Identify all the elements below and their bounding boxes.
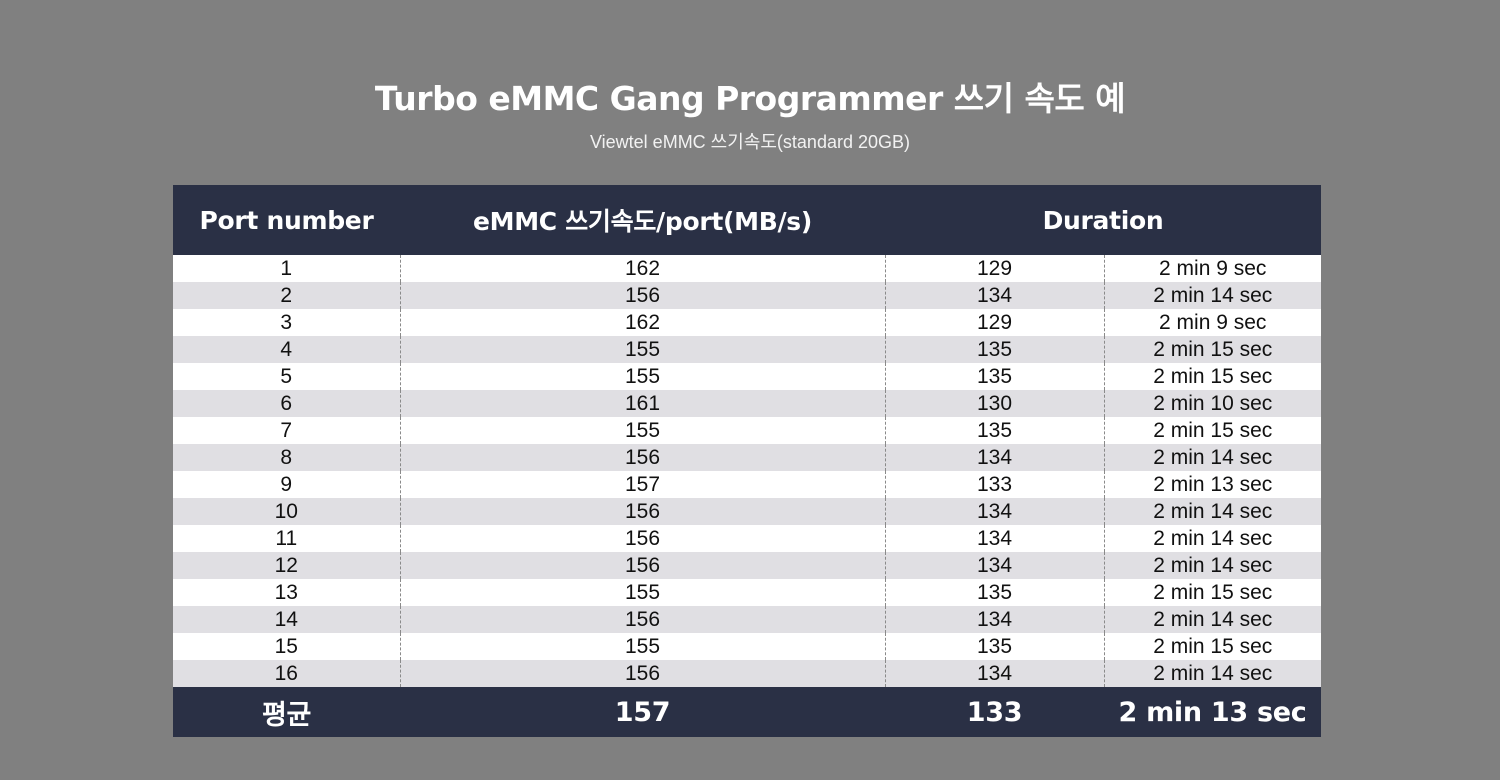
speed-cell: 155	[400, 579, 886, 606]
time-cell: 2 min 10 sec	[1104, 390, 1321, 417]
seconds-cell: 135	[885, 363, 1105, 390]
port-cell: 3	[173, 309, 401, 336]
average-row: 평균 157 133 2 min 13 sec	[173, 687, 1321, 737]
port-cell: 4	[173, 336, 401, 363]
seconds-cell: 129	[885, 255, 1105, 282]
port-cell: 16	[173, 660, 401, 687]
table-row: 13 155 135 2 min 15 sec	[173, 579, 1321, 606]
time-cell: 2 min 14 sec	[1104, 444, 1321, 471]
time-cell: 2 min 14 sec	[1104, 498, 1321, 525]
time-cell: 2 min 15 sec	[1104, 363, 1321, 390]
average-label: 평균	[173, 687, 400, 737]
port-cell: 15	[173, 633, 401, 660]
port-cell: 12	[173, 552, 401, 579]
page-subtitle: Viewtel eMMC 쓰기속도(standard 20GB)	[589, 132, 910, 152]
port-cell: 5	[173, 363, 401, 390]
speed-cell: 156	[400, 606, 886, 633]
table-row: 9 157 133 2 min 13 sec	[173, 471, 1321, 498]
average-seconds: 133	[885, 687, 1104, 737]
table-row: 15 155 135 2 min 15 sec	[173, 633, 1321, 660]
speed-cell: 156	[400, 525, 886, 552]
table-row: 5 155 135 2 min 15 sec	[173, 363, 1321, 390]
port-cell: 9	[173, 471, 401, 498]
port-cell: 13	[173, 579, 401, 606]
time-cell: 2 min 9 sec	[1104, 309, 1321, 336]
port-cell: 8	[173, 444, 401, 471]
table-row: 11 156 134 2 min 14 sec	[173, 525, 1321, 552]
table-header: Port number eMMC 쓰기속도/port(MB/s) Duratio…	[173, 185, 1321, 255]
speed-cell: 156	[400, 660, 886, 687]
seconds-cell: 134	[885, 552, 1105, 579]
port-cell: 14	[173, 606, 401, 633]
table-row: 8 156 134 2 min 14 sec	[173, 444, 1321, 471]
seconds-cell: 135	[885, 417, 1105, 444]
port-cell: 2	[173, 282, 401, 309]
speed-cell: 162	[400, 255, 886, 282]
speed-cell: 155	[400, 633, 886, 660]
speed-table-container: Port number eMMC 쓰기속도/port(MB/s) Duratio…	[173, 185, 1321, 737]
port-cell: 7	[173, 417, 401, 444]
speed-cell: 157	[400, 471, 886, 498]
time-cell: 2 min 15 sec	[1104, 633, 1321, 660]
seconds-cell: 135	[885, 579, 1105, 606]
header-duration: Duration	[885, 185, 1321, 255]
seconds-cell: 135	[885, 336, 1105, 363]
table-row: 14 156 134 2 min 14 sec	[173, 606, 1321, 633]
table-body: 1 162 129 2 min 9 sec 2 156 134 2 min 14 sec 3 16…	[173, 255, 1321, 687]
time-cell: 2 min 15 sec	[1104, 417, 1321, 444]
table-row: 6 161 130 2 min 10 sec	[173, 390, 1321, 417]
seconds-cell: 134	[885, 660, 1105, 687]
average-speed: 157	[400, 687, 885, 737]
speed-cell: 162	[400, 309, 886, 336]
seconds-cell: 130	[885, 390, 1105, 417]
port-cell: 1	[173, 255, 401, 282]
seconds-cell: 134	[885, 498, 1105, 525]
port-cell: 6	[173, 390, 401, 417]
table-row: 3 162 129 2 min 9 sec	[173, 309, 1321, 336]
time-cell: 2 min 9 sec	[1104, 255, 1321, 282]
speed-cell: 156	[400, 282, 886, 309]
time-cell: 2 min 14 sec	[1104, 552, 1321, 579]
seconds-cell: 134	[885, 282, 1105, 309]
speed-cell: 156	[400, 552, 886, 579]
table-row: 7 155 135 2 min 15 sec	[173, 417, 1321, 444]
table-row: 2 156 134 2 min 14 sec	[173, 282, 1321, 309]
page-title: Turbo eMMC Gang Programmer 쓰기 속도 예	[374, 79, 1126, 118]
time-cell: 2 min 14 sec	[1104, 282, 1321, 309]
seconds-cell: 134	[885, 606, 1105, 633]
time-cell: 2 min 14 sec	[1104, 606, 1321, 633]
table-row: 12 156 134 2 min 14 sec	[173, 552, 1321, 579]
time-cell: 2 min 14 sec	[1104, 660, 1321, 687]
speed-cell: 155	[400, 417, 886, 444]
speed-cell: 156	[400, 498, 886, 525]
speed-cell: 155	[400, 336, 886, 363]
speed-table: Port number eMMC 쓰기속도/port(MB/s) Duratio…	[173, 185, 1321, 737]
seconds-cell: 129	[885, 309, 1105, 336]
table-row: 10 156 134 2 min 14 sec	[173, 498, 1321, 525]
speed-cell: 161	[400, 390, 886, 417]
seconds-cell: 135	[885, 633, 1105, 660]
table-row: 1 162 129 2 min 9 sec	[173, 255, 1321, 282]
time-cell: 2 min 15 sec	[1104, 579, 1321, 606]
average-time: 2 min 13 sec	[1104, 687, 1321, 737]
table-row: 4 155 135 2 min 15 sec	[173, 336, 1321, 363]
time-cell: 2 min 15 sec	[1104, 336, 1321, 363]
seconds-cell: 133	[885, 471, 1105, 498]
header-write-speed: eMMC 쓰기속도/port(MB/s)	[400, 185, 885, 255]
seconds-cell: 134	[885, 525, 1105, 552]
time-cell: 2 min 14 sec	[1104, 525, 1321, 552]
table-row: 16 156 134 2 min 14 sec	[173, 660, 1321, 687]
speed-cell: 156	[400, 444, 886, 471]
port-cell: 11	[173, 525, 401, 552]
seconds-cell: 134	[885, 444, 1105, 471]
port-cell: 10	[173, 498, 401, 525]
speed-cell: 155	[400, 363, 886, 390]
time-cell: 2 min 13 sec	[1104, 471, 1321, 498]
table-footer: 평균 157 133 2 min 13 sec	[173, 687, 1321, 737]
header-port-number: Port number	[173, 185, 400, 255]
